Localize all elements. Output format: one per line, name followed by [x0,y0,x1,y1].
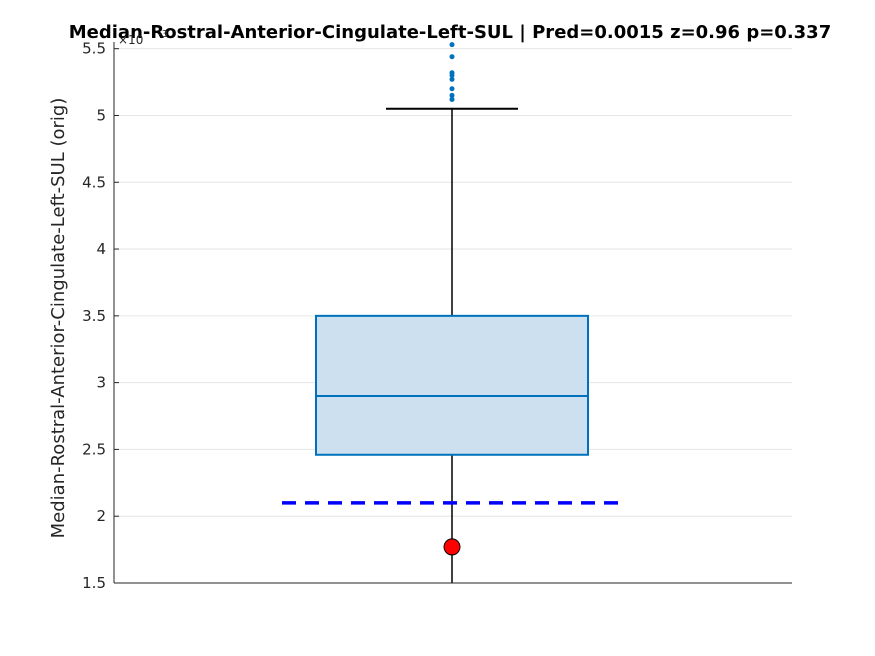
y-tick-label: 5.5 [82,40,106,58]
axes [113,42,792,584]
outlier-point [449,92,455,98]
y-tick-label: 1.5 [82,574,106,592]
y-tick-label: 3.5 [82,307,106,325]
y-tick-labels: 1.5 2 2.5 3 3.5 4 4.5 5 5.5 [82,40,106,592]
y-tick-label: 5 [96,106,106,124]
outlier-point [449,96,455,102]
y-tick-label: 3 [96,374,106,392]
y-exponent-power: -3 [158,29,168,40]
outlier-point [449,86,455,92]
outlier-point [449,42,455,48]
y-tick-label: 4 [96,240,106,258]
outlier-point [449,70,455,76]
y-axis-label: Median-Rostral-Anterior-Cingulate-Left-S… [48,98,69,539]
y-tick-label: 4.5 [82,173,106,191]
y-exponent-base: ×10 [118,33,143,47]
iqr-box [315,314,589,456]
y-tick-label: 2 [96,507,106,525]
chart-title: Median-Rostral-Anterior-Cingulate-Left-S… [69,22,831,43]
outlier-point [449,76,455,82]
y-exponent: ×10 -3 [118,29,168,47]
y-tick-label: 2.5 [82,440,106,458]
box-plot [282,42,622,583]
prediction-point [443,538,461,556]
outlier-point [449,54,455,60]
